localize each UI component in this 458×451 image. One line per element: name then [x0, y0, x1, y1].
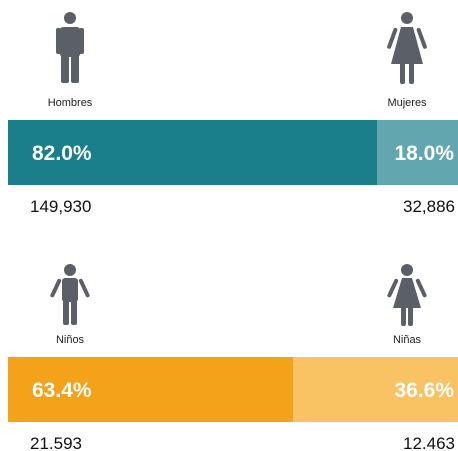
man-icon: [56, 12, 84, 83]
category-label: Hombres: [48, 97, 93, 109]
value-label: 18.0%: [394, 142, 454, 165]
value-label: 82.0%: [32, 142, 92, 165]
bar-segment: [8, 120, 377, 185]
category-label: Mujeres: [387, 97, 427, 109]
boy-icon: [50, 264, 90, 325]
woman-icon: [387, 12, 427, 84]
girl-icon: [387, 264, 427, 326]
bar-segment: [377, 120, 458, 185]
total-label: 12.463: [403, 434, 455, 451]
total-label: 21.593: [30, 434, 82, 451]
category-label: Niñas: [393, 334, 422, 346]
bar-segment: [8, 357, 294, 422]
bar-segment: [293, 357, 458, 422]
value-label: 36.6%: [394, 379, 454, 402]
value-label: 63.4%: [32, 379, 92, 402]
total-label: 149,930: [30, 197, 91, 216]
category-label: Niños: [56, 334, 85, 346]
total-label: 32,886: [403, 197, 455, 216]
